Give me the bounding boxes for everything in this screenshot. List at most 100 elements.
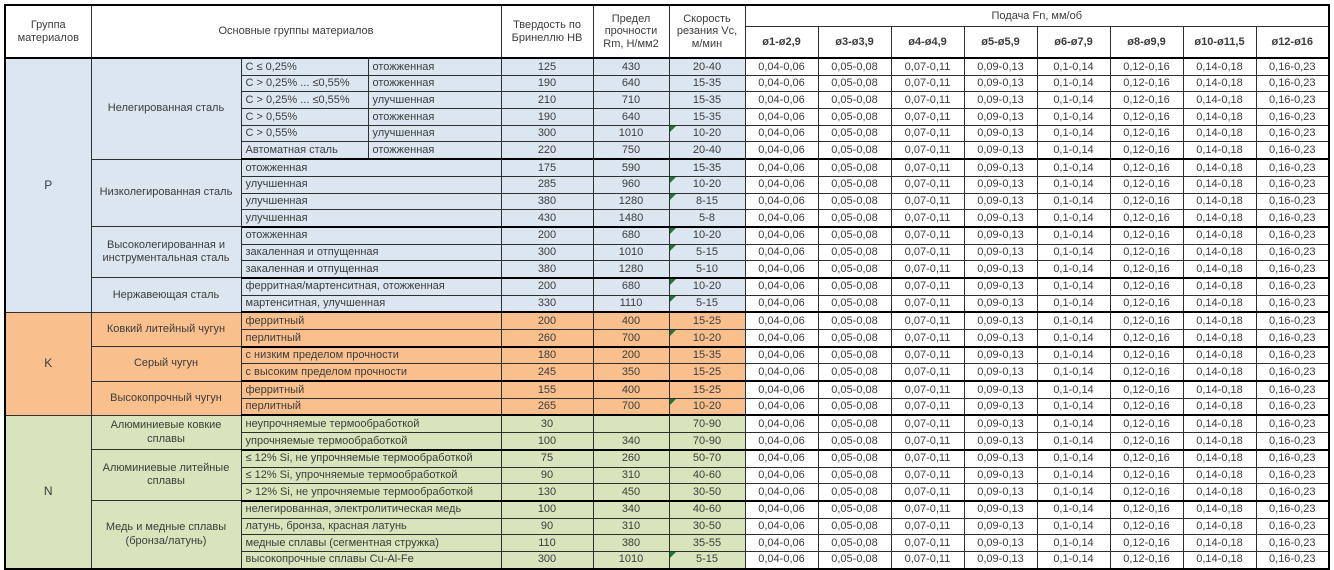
hardness-cell: 200	[500, 277, 594, 296]
feed-value-cell: 0,04-0,06	[744, 500, 819, 519]
hardness-cell: 200	[500, 226, 594, 245]
cutting-data-table: Группа материалов Основные группы матери…	[4, 4, 1331, 570]
feed-value-cell: 0,12-0,16	[1109, 500, 1184, 519]
table-row: Серый чугун с низким пределом прочности 18…	[5, 346, 1330, 382]
feed-value-cell: 0,16-0,23	[1255, 380, 1330, 399]
feed-value-cell: 0,04-0,06	[744, 175, 819, 194]
feed-value-cell: 0,09-0,13	[963, 397, 1038, 417]
feed-value-cell: 0,1-0,14	[1036, 192, 1111, 211]
material-description-cell: улучшенная	[240, 175, 502, 194]
feed-value-cell: 0,04-0,06	[744, 534, 819, 552]
feed-value-cell: 0,09-0,13	[963, 414, 1038, 434]
feed-value-cell: 0,14-0,18	[1182, 432, 1257, 451]
table-row: улучшенная 380 1280 8-15 0,04-0,06 0,05-0,08 0…	[5, 192, 1330, 211]
hardness-cell: 180	[500, 346, 594, 365]
feed-value-cell: 0,14-0,18	[1182, 328, 1257, 348]
feed-value-cell: 0,04-0,06	[744, 432, 819, 451]
feed-value-cell: 0,16-0,23	[1255, 226, 1330, 245]
feed-value-cell: 0,05-0,08	[817, 363, 892, 383]
feed-value-cell: 0,07-0,11	[890, 449, 965, 468]
strength-cell	[592, 414, 670, 434]
feed-value-cell: 0,1-0,14	[1036, 483, 1111, 502]
table-row: P Нелегированная сталь C ≤ 0,25% отожженная…	[4, 57, 1330, 313]
feed-value-cell: 0,16-0,23	[1255, 141, 1330, 161]
hardness-cell: 30	[500, 414, 594, 434]
table-header: Группа материалов Основные группы матери…	[4, 4, 1330, 59]
feed-value-cell: 0,04-0,06	[744, 466, 819, 485]
header-diameter-col: ø5-ø5,9	[963, 26, 1038, 59]
feed-value-cell: 0,1-0,14	[1036, 91, 1111, 110]
material-description-cell: закаленная и отпущенная	[240, 243, 502, 262]
feed-value-cell: 0,16-0,23	[1255, 449, 1330, 468]
feed-value-cell: 0,12-0,16	[1109, 226, 1184, 245]
cutting-speed-cell-with-flag-icon: 10-20	[668, 124, 746, 143]
table-row: улучшенная 430 1480 5-8 0,04-0,06 0,05-0,08 0,…	[5, 209, 1330, 228]
feed-value-cell: 0,07-0,11	[890, 380, 965, 399]
feed-value-cell: 0,09-0,13	[963, 277, 1038, 296]
feed-value-cell: 0,16-0,23	[1255, 294, 1330, 314]
subgroup-name-cell: Алюминиевые литейные сплавы	[90, 449, 242, 502]
feed-value-cell: 0,07-0,11	[890, 124, 965, 143]
cutting-speed-cell: 30-50	[668, 517, 746, 536]
feed-value-cell: 0,05-0,08	[817, 414, 892, 434]
table-row: > 12% Si, не упрочняемые термообработкой…	[5, 483, 1330, 502]
cutting-speed-cell: 35-55	[668, 534, 746, 552]
material-description-cell: ферритная/мартенситная, отожженная	[240, 277, 502, 296]
hardness-cell: 100	[500, 432, 594, 451]
feed-value-cell: 0,12-0,16	[1109, 209, 1184, 228]
header-diameter-col: ø12-ø16	[1255, 26, 1330, 59]
cutting-speed-cell-with-flag-icon: 10-20	[668, 397, 746, 417]
feed-value-cell: 0,05-0,08	[817, 226, 892, 245]
feed-value-cell: 0,14-0,18	[1182, 124, 1257, 143]
feed-value-cell: 0,04-0,06	[744, 209, 819, 228]
feed-value-cell: 0,05-0,08	[817, 91, 892, 110]
feed-value-cell: 0,07-0,11	[890, 158, 965, 177]
feed-value-cell: 0,1-0,14	[1036, 432, 1111, 451]
strength-cell: 340	[592, 500, 670, 519]
feed-value-cell: 0,09-0,13	[963, 363, 1038, 383]
feed-value-cell: 0,12-0,16	[1109, 74, 1184, 93]
material-description-cell: перлитный	[240, 328, 502, 348]
feed-value-cell: 0,07-0,11	[890, 175, 965, 194]
header-brinell-hardness: Твердость по Бринеллю HB	[500, 4, 594, 59]
feed-value-cell: 0,07-0,11	[890, 91, 965, 110]
feed-value-cell: 0,05-0,08	[817, 534, 892, 552]
table-row: Высоколегированная и инструментальная ст…	[5, 226, 1330, 279]
feed-value-cell: 0,05-0,08	[817, 124, 892, 143]
material-description-cell: мартенситная, улучшенная	[240, 294, 502, 314]
subgroup-name-cell: Ковкий литейный чугун	[90, 311, 242, 348]
feed-value-cell: 0,14-0,18	[1182, 414, 1257, 434]
feed-value-cell: 0,07-0,11	[890, 311, 965, 331]
feed-value-cell: 0,04-0,06	[744, 192, 819, 211]
composition-cell: C > 0,55%	[240, 108, 369, 126]
table-row: Медь и медные сплавы (бронза/латунь) неле…	[5, 500, 1330, 570]
feed-value-cell: 0,09-0,13	[963, 108, 1038, 126]
cutting-speed-cell: 15-35	[668, 108, 746, 126]
feed-value-cell: 0,12-0,16	[1109, 380, 1184, 399]
hardness-cell: 220	[500, 141, 594, 161]
hardness-cell: 300	[500, 243, 594, 262]
feed-value-cell: 0,05-0,08	[817, 500, 892, 519]
feed-value-cell: 0,14-0,18	[1182, 311, 1257, 331]
header-diameter-col: ø10-ø11,5	[1182, 26, 1257, 59]
hardness-cell: 90	[500, 466, 594, 485]
strength-cell: 640	[592, 108, 670, 126]
hardness-cell: 130	[500, 483, 594, 502]
hardness-cell: 300	[500, 124, 594, 143]
subgroup-name-cell: Низколегированная сталь	[90, 158, 242, 228]
feed-value-cell: 0,1-0,14	[1036, 363, 1111, 383]
feed-value-cell: 0,1-0,14	[1036, 209, 1111, 228]
feed-value-cell: 0,16-0,23	[1255, 517, 1330, 536]
feed-value-cell: 0,16-0,23	[1255, 277, 1330, 296]
header-cutting-speed: Скорость резания Vc, м/мин	[668, 4, 746, 59]
feed-value-cell: 0,16-0,23	[1255, 260, 1330, 279]
feed-value-cell: 0,16-0,23	[1255, 311, 1330, 331]
cutting-speed-cell: 50-70	[668, 449, 746, 468]
feed-value-cell: 0,16-0,23	[1255, 209, 1330, 228]
condition-cell: улучшенная	[367, 91, 502, 110]
feed-value-cell: 0,16-0,23	[1255, 346, 1330, 365]
table-row: мартенситная, улучшенная 330 1110 5-15 0,04-…	[5, 294, 1330, 314]
hardness-cell: 190	[500, 108, 594, 126]
cutting-speed-cell: 15-35	[668, 74, 746, 93]
feed-value-cell: 0,07-0,11	[890, 108, 965, 126]
